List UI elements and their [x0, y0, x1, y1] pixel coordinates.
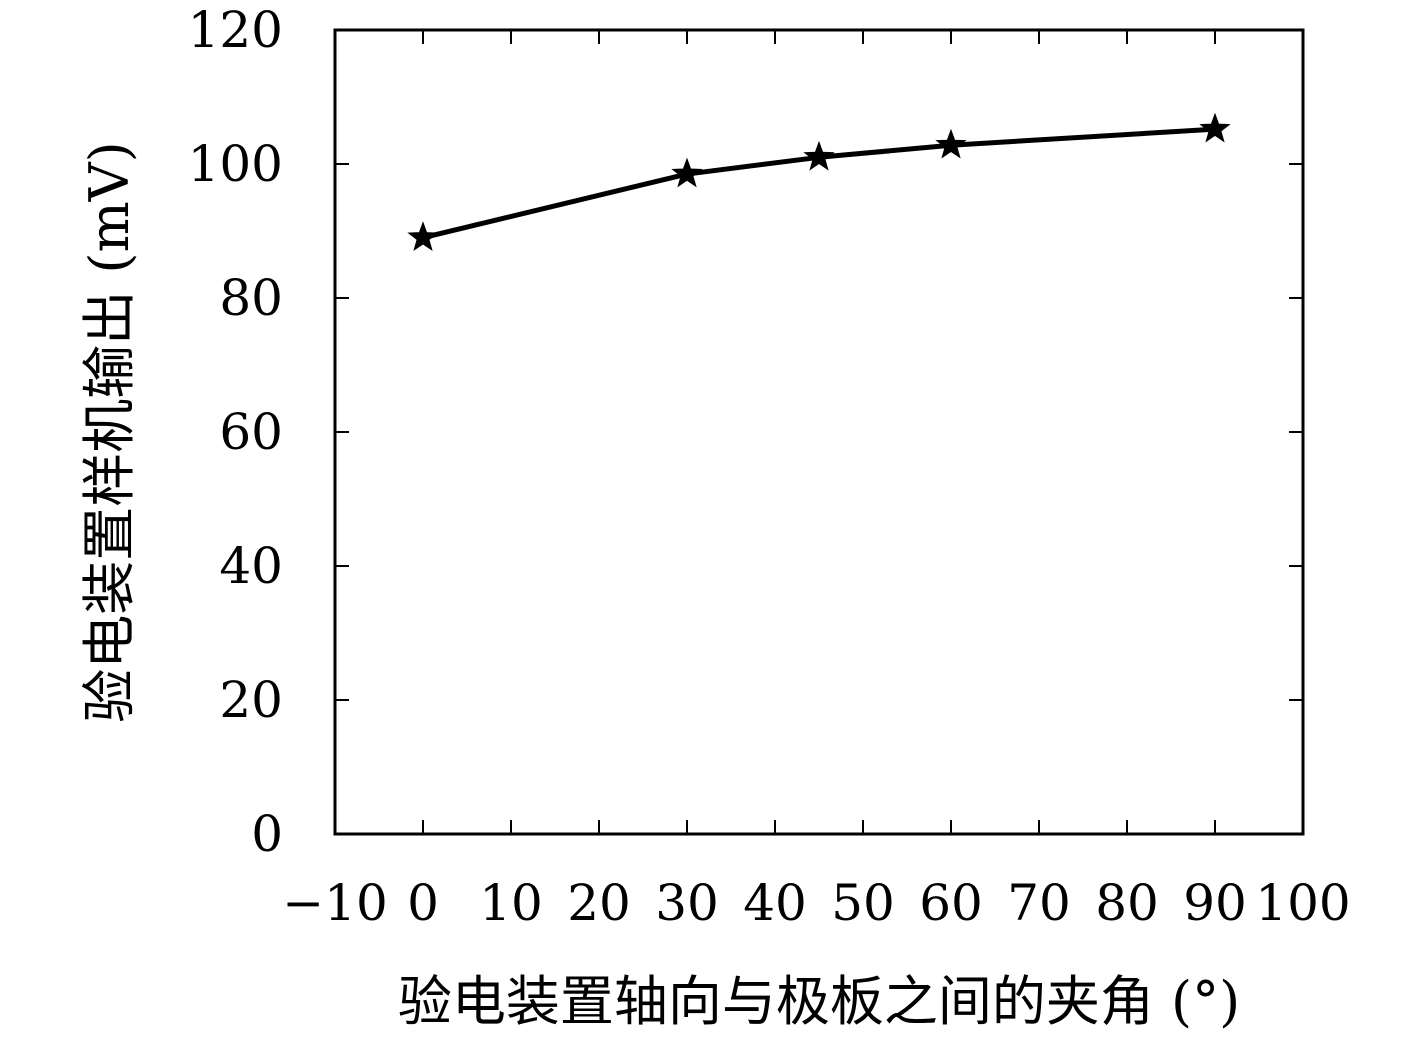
y-tick-label: 60	[219, 403, 283, 461]
x-tick-label: 0	[407, 874, 439, 932]
y-axis-tick-labels: 0 20 40 60 80 100 120	[188, 1, 283, 863]
x-axis-tick-labels: −10 0 10 20 30 40 50 60 70 80 90 100	[282, 874, 1350, 932]
x-tick-label: −10	[282, 874, 388, 932]
x-tick-label: 70	[1007, 874, 1071, 932]
x-tick-label: 50	[831, 874, 895, 932]
y-tick-label: 80	[219, 269, 283, 327]
y-tick-label: 100	[188, 135, 283, 193]
x-tick-label: 90	[1183, 874, 1247, 932]
star-data-point	[803, 140, 835, 171]
x-tick-label: 40	[743, 874, 807, 932]
y-tick-label: 40	[219, 537, 283, 595]
y-axis-ticks	[335, 163, 1303, 701]
y-tick-label: 0	[251, 805, 283, 863]
x-axis-ticks	[422, 30, 1216, 834]
star-data-point	[935, 128, 967, 159]
x-axis-title: 验电装置轴向与极板之间的夹角 (°)	[398, 970, 1240, 1033]
x-tick-label: 80	[1095, 874, 1159, 932]
y-axis-title: 验电装置样机输出 (mV)	[78, 141, 141, 723]
series-layer	[407, 112, 1231, 252]
y-tick-label: 120	[188, 1, 283, 59]
x-tick-label: 30	[655, 874, 719, 932]
star-data-point	[407, 221, 439, 252]
x-tick-label: 60	[919, 874, 983, 932]
x-tick-label: 100	[1255, 874, 1350, 932]
x-tick-label: 20	[567, 874, 631, 932]
star-data-point	[1199, 112, 1231, 143]
star-data-point	[671, 157, 703, 188]
y-tick-label: 20	[219, 671, 283, 729]
x-tick-label: 10	[479, 874, 543, 932]
